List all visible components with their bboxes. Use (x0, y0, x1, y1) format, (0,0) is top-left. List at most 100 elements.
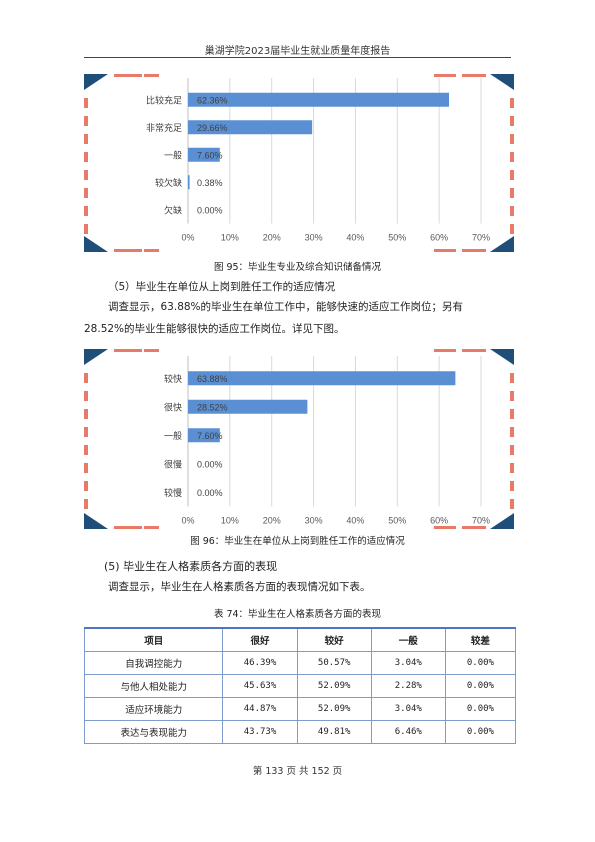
table-cell: 自我调控能力 (83, 651, 224, 675)
data-label: 0.00% (197, 459, 223, 469)
table-cell: 2.28% (370, 674, 446, 698)
category-label: 比较充足 (146, 94, 182, 106)
table-cell: 52.09% (296, 674, 372, 698)
table-caption-74: 表 74：毕业生在人格素质各方面的表现 (213, 609, 382, 620)
frame-side-segment (84, 134, 88, 144)
data-label: 62.36% (197, 95, 228, 105)
table-cell: 适应环境能力 (83, 697, 224, 721)
bar (188, 92, 450, 107)
frame-corner-bottom-left (84, 236, 108, 252)
frame-dash (462, 249, 486, 252)
paragraph-line-2: 28.52%的毕业生能够很快的适应工作岗位。详见下图。 (84, 323, 345, 335)
frame-side-segment (84, 463, 88, 473)
frame-side-segment (84, 152, 88, 162)
x-tick-label: 50% (388, 516, 406, 526)
table-cell: 49.81% (296, 720, 372, 744)
page-header: 巢湖学院2023届毕业生就业质量年度报告 (204, 46, 391, 57)
frame-corner-bottom-left (84, 513, 108, 529)
frame-side-segment (84, 224, 88, 234)
frame-side-segment (510, 445, 514, 455)
frame-dash (434, 349, 456, 352)
table-cell: 46.39% (222, 651, 298, 675)
table-cell: 0.00% (444, 651, 517, 675)
table-cell: 43.73% (222, 720, 298, 744)
frame-dash (144, 249, 159, 252)
data-label: 0.00% (197, 205, 223, 215)
frame-side-segment (84, 188, 88, 198)
header-rule (84, 57, 511, 58)
frame-side-segment (510, 427, 514, 437)
bar (188, 399, 308, 414)
frame-side-segment (84, 206, 88, 216)
data-label: 7.60% (197, 431, 223, 441)
x-tick-label: 70% (472, 233, 490, 243)
chart-knowledge-reserve: 0% 10% 20% 30% 40% 50% 60% 70% 比较充足 62.36% 非常充足 29.… (84, 74, 514, 252)
category-label: 较慢 (164, 487, 182, 499)
x-tick-label: 60% (430, 516, 448, 526)
table-cell: 45.63% (222, 674, 298, 698)
frame-side-segment (510, 116, 514, 126)
x-tick-label: 20% (263, 233, 281, 243)
frame-side-segment (510, 152, 514, 162)
data-label: 28.52% (197, 402, 228, 412)
bar (188, 147, 220, 162)
data-label: 0.00% (197, 488, 223, 498)
frame-side-segment (510, 134, 514, 144)
table-cell: 与他人相处能力 (83, 674, 224, 698)
frame-side-segment (510, 391, 514, 401)
chart-adaptation-svg: 0% 10% 20% 30% 40% 50% 60% 70% 较快 63.88% 很快 28.52% 一… (84, 349, 514, 529)
section-heading-adaptation: （5）毕业生在单位从上岗到胜任工作的适应情况 (108, 281, 336, 293)
frame-corner-top-left (84, 349, 108, 365)
frame-corner-top-right (490, 74, 514, 90)
category-label: 非常充足 (146, 122, 182, 134)
frame-dash (114, 249, 142, 252)
category-label: 较欠缺 (155, 177, 182, 189)
frame-side-segment (84, 481, 88, 491)
category-label: 欠缺 (164, 204, 182, 216)
x-tick-label: 40% (346, 233, 364, 243)
frame-side-segment (84, 409, 88, 419)
frame-side-segment (84, 170, 88, 180)
frame-side-segment (510, 481, 514, 491)
frame-dash (434, 74, 456, 77)
table-cell: 52.09% (296, 697, 372, 721)
frame-side-segment (510, 499, 514, 509)
data-label: 29.66% (197, 123, 228, 133)
frame-side-segment (84, 116, 88, 126)
frame-side-segment (84, 391, 88, 401)
frame-corner-top-left (84, 74, 108, 90)
col-header-average: 一般 (370, 627, 446, 652)
category-label: 一般 (164, 430, 182, 442)
frame-side-segment (510, 409, 514, 419)
frame-dash (434, 526, 456, 529)
table-header-row: 项目 很好 较好 一般 较差 (83, 627, 517, 652)
bar (188, 175, 190, 190)
frame-side-segment (510, 188, 514, 198)
data-label: 0.38% (197, 178, 223, 188)
x-tick-label: 20% (263, 516, 281, 526)
frame-dash (114, 74, 142, 77)
paragraph-personality: 调查显示，毕业生在人格素质各方面的表现情况如下表。 (108, 581, 371, 593)
page-footer: 第 133 页 共 152 页 (252, 766, 343, 777)
table-cell: 3.04% (370, 697, 446, 721)
frame-side-segment (510, 224, 514, 234)
table-cell: 6.46% (370, 720, 446, 744)
frame-dash (462, 349, 486, 352)
x-tick-label: 50% (388, 233, 406, 243)
col-header-very-good: 很好 (222, 627, 298, 652)
frame-corner-bottom-right (490, 513, 514, 529)
col-header-poor: 较差 (444, 627, 517, 652)
frame-dash (434, 249, 456, 252)
frame-side-segment (510, 373, 514, 383)
frame-corner-bottom-right (490, 236, 514, 252)
frame-side-segment (510, 463, 514, 473)
category-label: 很快 (164, 401, 182, 413)
data-label: 63.88% (197, 374, 228, 384)
frame-side-segment (510, 98, 514, 108)
x-tick-label: 10% (221, 516, 239, 526)
personality-table: 项目 很好 较好 一般 较差 自我调控能力 46.39% 50.57% 3.04… (83, 627, 517, 744)
section-heading-personality: (5) 毕业生在人格素质各方面的表现 (104, 560, 278, 573)
table-cell: 0.00% (444, 720, 517, 744)
x-tick-label: 10% (221, 233, 239, 243)
frame-dash (462, 526, 486, 529)
